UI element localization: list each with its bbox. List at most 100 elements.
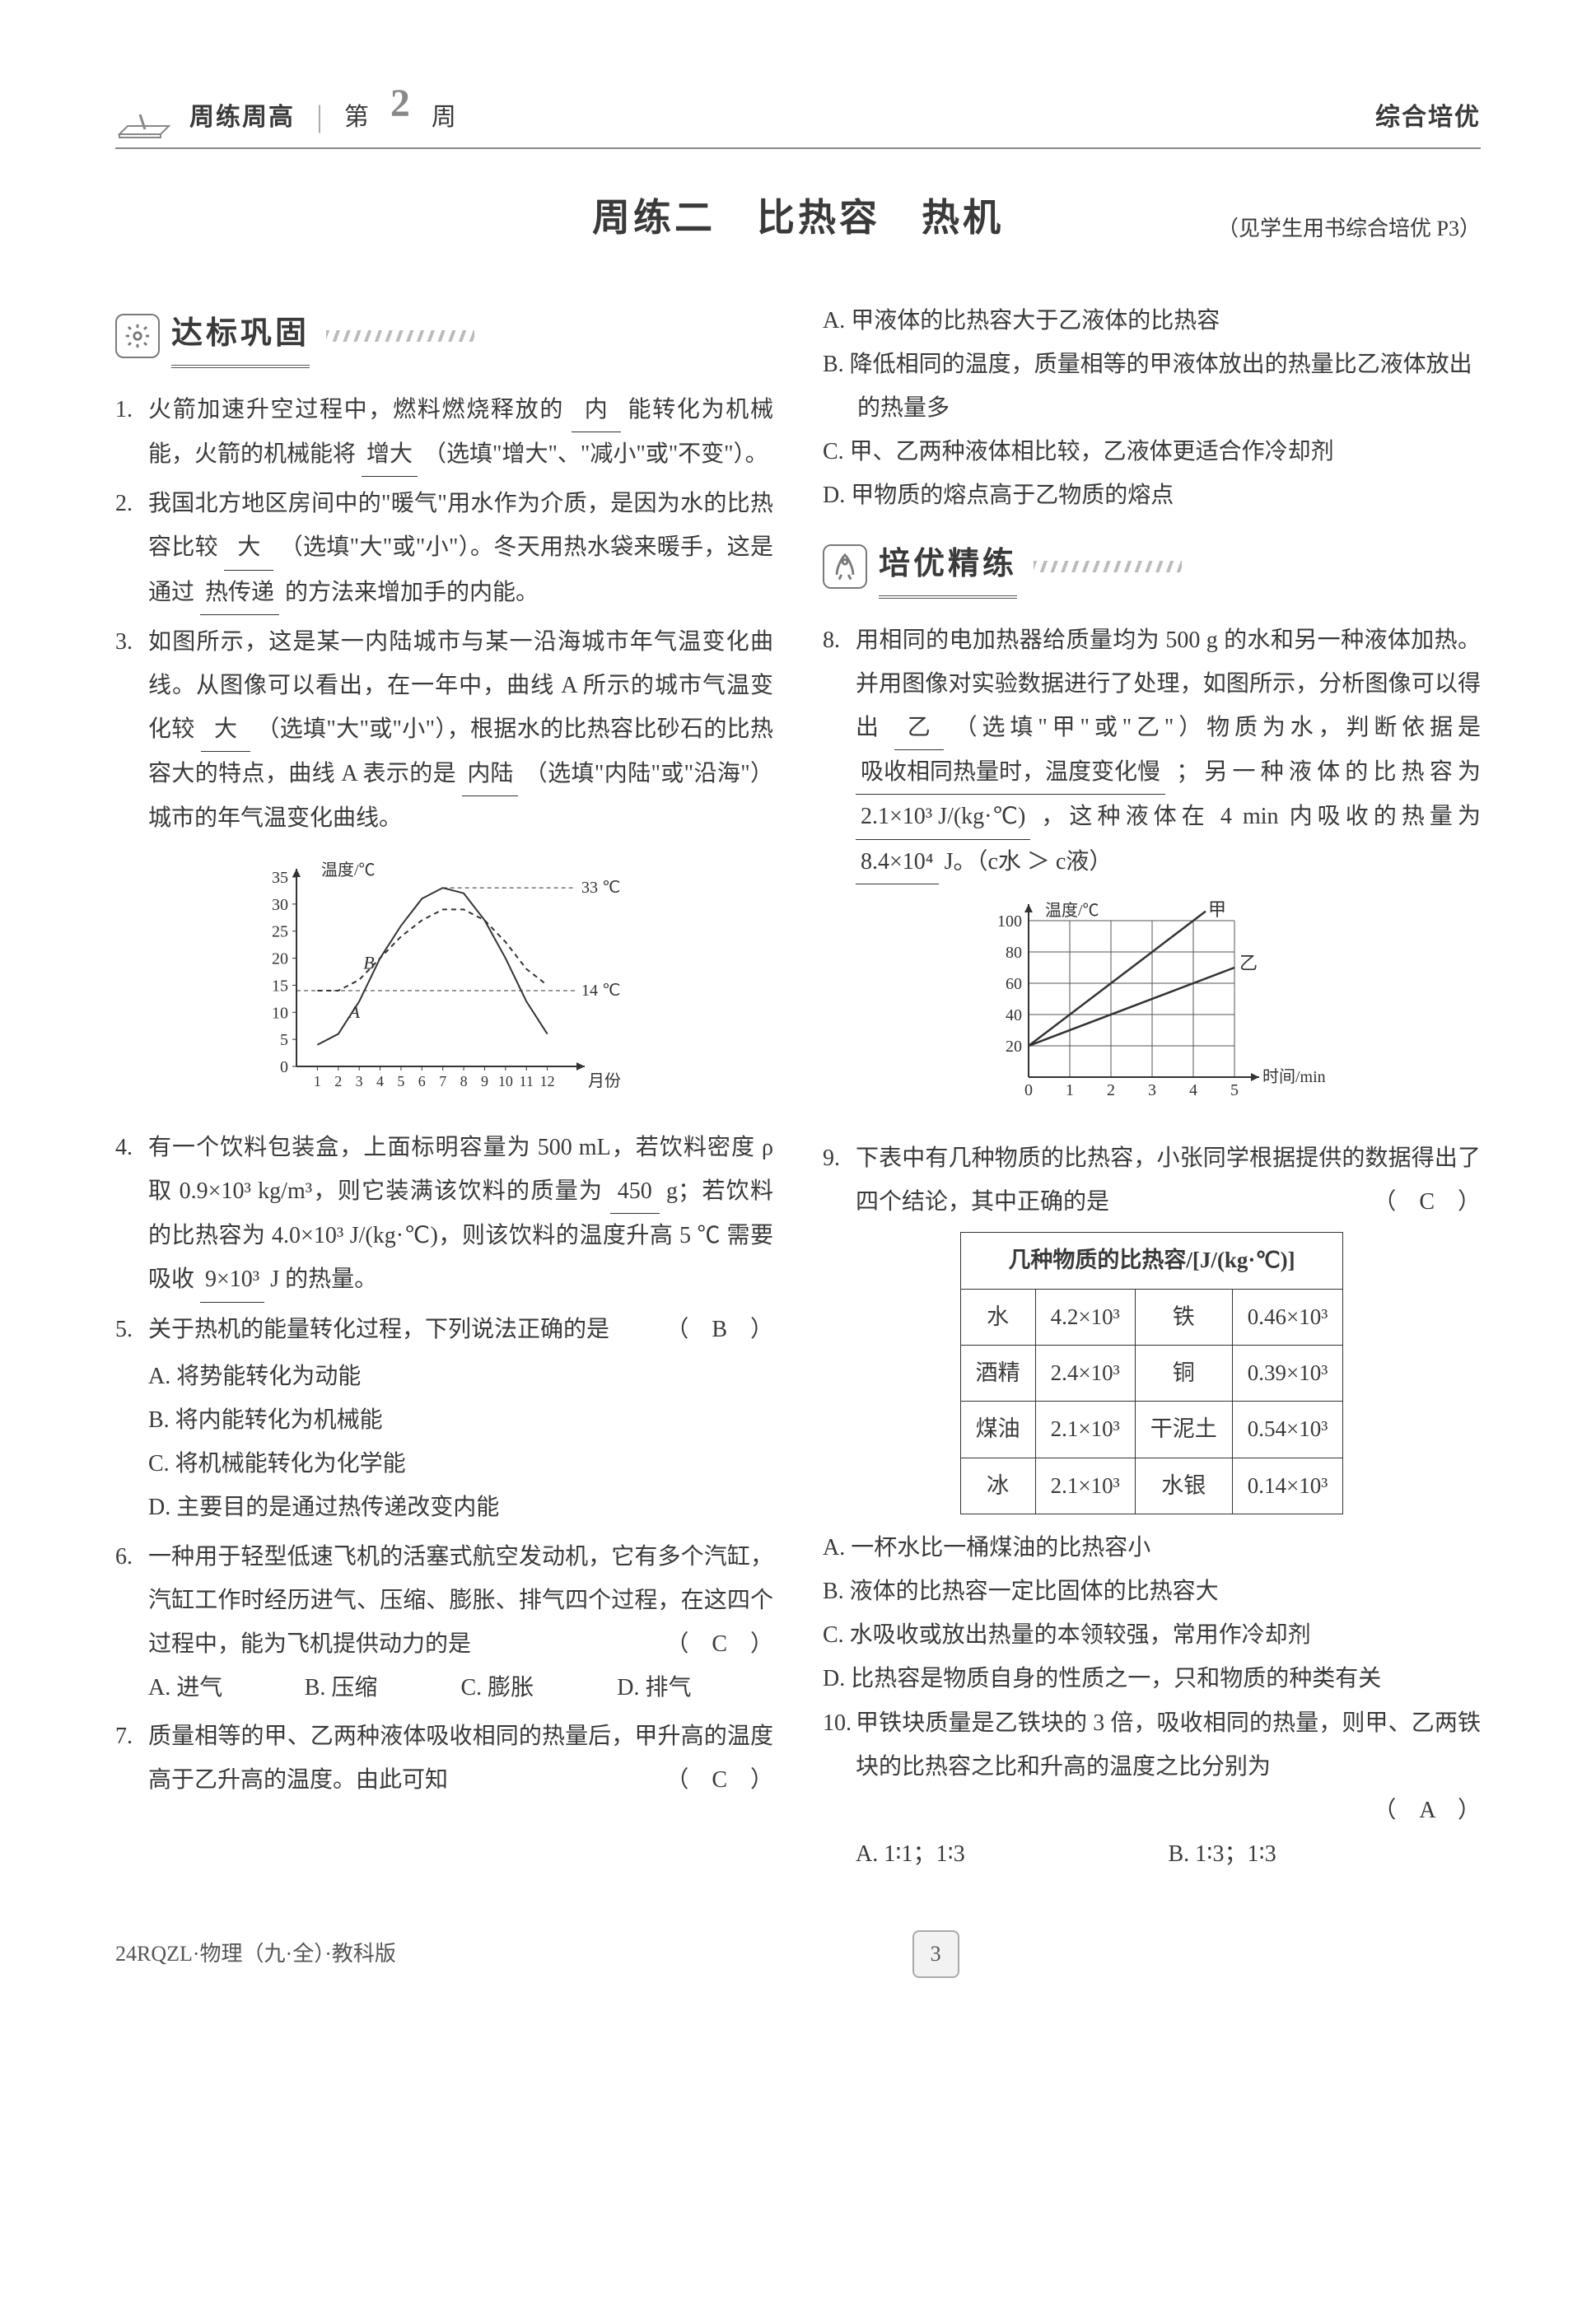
gear-icon [115, 314, 160, 358]
stripes-icon [326, 330, 474, 342]
table-cell: 铁 [1135, 1289, 1232, 1345]
q7-optD: D. 甲物质的熔点高于乙物质的熔点 [823, 474, 1481, 517]
table-cell: 2.4×10³ [1035, 1345, 1135, 1401]
q8-num: 8. [823, 618, 856, 884]
q9-options: A. 一杯水比一桶煤油的比热容小 B. 液体的比热容一定比固体的比热容大 C. … [823, 1526, 1481, 1701]
q9-answer: （ C ） [1373, 1180, 1481, 1224]
table-cell: 水 [960, 1289, 1035, 1345]
question-1: 1. 火箭加速升空过程中，燃料燃烧释放的 内 能转化为机械能，火箭的机械能将 增… [115, 388, 773, 477]
q7-num: 7. [115, 1715, 148, 1802]
table-cell: 铜 [1135, 1345, 1232, 1401]
q1-body: 火箭加速升空过程中，燃料燃烧释放的 内 能转化为机械能，火箭的机械能将 增大 （… [148, 388, 773, 477]
question-2: 2. 我国北方地区房间中的"暖气"用水作为介质，是因为水的比热容比较 大 （选填… [115, 482, 773, 615]
week-number: 2 [390, 66, 410, 141]
section2-label: 培优精练 [879, 534, 1017, 599]
week-suffix: 周 [432, 94, 456, 141]
svg-text:5: 5 [280, 1031, 288, 1049]
title-row: 周练二 比热容 热机 （见学生用书综合培优 P3） [115, 182, 1481, 254]
section1-label: 达标巩固 [171, 304, 310, 368]
svg-text:2: 2 [1107, 1081, 1115, 1099]
q2-blank1: 大 [224, 525, 273, 570]
svg-text:3: 3 [1148, 1081, 1156, 1099]
page-footer: 24RQZL·物理（九·全）·教科版 3 [115, 1930, 1481, 1977]
svg-text:6: 6 [418, 1073, 425, 1089]
q8-body: 用相同的电加热器给质量均为 500 g 的水和另一种液体加热。并用图像对实验数据… [856, 618, 1481, 884]
q6-num: 6. [115, 1535, 148, 1710]
svg-text:5: 5 [397, 1073, 404, 1089]
q10-num: 10. [823, 1701, 856, 1877]
section1-badge: 达标巩固 [115, 304, 773, 368]
svg-text:0: 0 [280, 1058, 288, 1076]
q5-optA: A. 将势能转化为动能 [148, 1355, 773, 1398]
q6-optB: B. 压缩 [305, 1666, 461, 1710]
right-column: A. 甲液体的比热容大于乙液体的比热容 B. 降低相同的温度，质量相等的甲液体放… [823, 296, 1481, 1882]
svg-text:3: 3 [355, 1073, 362, 1089]
svg-text:8: 8 [460, 1073, 467, 1089]
svg-text:40: 40 [1006, 1006, 1022, 1024]
svg-text:20: 20 [1006, 1038, 1022, 1056]
table-cell: 2.1×10³ [1035, 1458, 1135, 1514]
svg-text:10: 10 [272, 1004, 288, 1022]
svg-text:12: 12 [539, 1073, 554, 1089]
q10-options: A. 1∶1；1∶3 B. 1∶3；1∶3 [856, 1832, 1481, 1876]
q4-t3: J 的热量。 [270, 1267, 377, 1292]
table-cell: 水银 [1135, 1458, 1232, 1514]
svg-text:0: 0 [1024, 1081, 1033, 1099]
section2-badge: 培优精练 [823, 534, 1481, 599]
svg-text:2: 2 [334, 1073, 342, 1089]
q2-t3: 的方法来增加手的内能。 [285, 580, 539, 605]
q2-blank2: 热传递 [200, 571, 279, 615]
svg-text:A: A [347, 1001, 360, 1021]
question-5: 5. 关于热机的能量转化过程，下列说法正确的是 （ B ） A. 将势能转化为动… [115, 1308, 773, 1530]
book-icon [115, 108, 173, 141]
q8-blank3: 2.1×10³ J/(kg·℃) [856, 795, 1030, 839]
table-cell: 0.54×10³ [1232, 1402, 1343, 1458]
q10-answer: （ A ） [1373, 1789, 1481, 1832]
q6-optC: C. 膨胀 [461, 1666, 618, 1710]
table-cell: 煤油 [960, 1402, 1035, 1458]
q1-blank2: 增大 [362, 432, 418, 477]
page-number: 3 [912, 1930, 959, 1977]
svg-text:B: B [363, 952, 374, 973]
q9-optB: B. 液体的比热容一定比固体的比热容大 [823, 1570, 1481, 1613]
q6-optA: A. 进气 [148, 1666, 305, 1710]
q1-t3: （选填"增大"、"减小"或"不变"）。 [423, 441, 768, 467]
table-cell: 干泥土 [1135, 1402, 1232, 1458]
svg-text:月份: 月份 [588, 1071, 621, 1090]
footer-right [1475, 1934, 1481, 1974]
divider: │ [311, 97, 328, 141]
q10-optA: A. 1∶1；1∶3 [856, 1832, 1169, 1876]
svg-text:33 ℃: 33 ℃ [581, 879, 620, 897]
q7-optB: B. 降低相同的温度，质量相等的甲液体放出的热量比乙液体放出的热量多 [823, 343, 1481, 430]
q9-num: 9. [823, 1136, 856, 1224]
q8-t4: ，这种液体在 4 min 内吸收的热量为 [1041, 804, 1481, 829]
left-column: 达标巩固 1. 火箭加速升空过程中，燃料燃烧释放的 内 能转化为机械能，火箭的机… [115, 296, 773, 1882]
svg-text:60: 60 [1006, 975, 1022, 993]
q2-num: 2. [115, 482, 148, 615]
question-7: 7. 质量相等的甲、乙两种液体吸收相同的热量后，甲升高的温度高于乙升高的温度。由… [115, 1715, 773, 1802]
q8-t3: ；另一种液体的比热容为 [1176, 759, 1481, 785]
table-cell: 0.39×10³ [1232, 1345, 1343, 1401]
svg-text:25: 25 [272, 922, 288, 940]
header-right: 综合培优 [1375, 94, 1481, 141]
table-cell: 4.2×10³ [1035, 1289, 1135, 1345]
q6-options: A. 进气 B. 压缩 C. 膨胀 D. 排气 [148, 1666, 773, 1710]
svg-text:1: 1 [313, 1073, 320, 1089]
title-ref: （见学生用书综合培优 P3） [1217, 208, 1481, 249]
figure-q3: 05101520253035123456789101112温度/℃月份33 ℃A… [115, 852, 773, 1114]
q10-body: 甲铁块质量是乙铁块的 3 倍，吸收相同的热量，则甲、乙两铁块的比热容之比和升高的… [856, 1701, 1481, 1877]
q8-blank1: 乙 [894, 706, 944, 750]
q4-num: 4. [115, 1126, 148, 1303]
svg-text:4: 4 [1189, 1081, 1197, 1099]
q5-stem: 关于热机的能量转化过程，下列说法正确的是 [148, 1317, 609, 1342]
q2-body: 我国北方地区房间中的"暖气"用水作为介质，是因为水的比热容比较 大 （选填"大"… [148, 482, 773, 615]
svg-text:35: 35 [272, 869, 288, 887]
svg-text:80: 80 [1006, 944, 1022, 962]
svg-text:100: 100 [997, 912, 1022, 931]
table-caption: 几种物质的比热容/[J/(kg·℃)] [960, 1233, 1343, 1289]
question-9: 9. 下表中有几种物质的比热容，小张同学根据提供的数据得出了四个结论，其中正确的… [823, 1136, 1481, 1224]
page-header: 周练周高 │ 第 2 周 综合培优 [115, 66, 1481, 149]
q7-optC: C. 甲、乙两种液体相比较，乙液体更适合作冷却剂 [823, 430, 1481, 474]
q6-body: 一种用于轻型低速飞机的活塞式航空发动机，它有多个汽缸，汽缸工作时经历进气、压缩、… [148, 1535, 773, 1710]
figure-q8: 01234520406080100温度/℃时间/min甲乙 [823, 896, 1481, 1125]
